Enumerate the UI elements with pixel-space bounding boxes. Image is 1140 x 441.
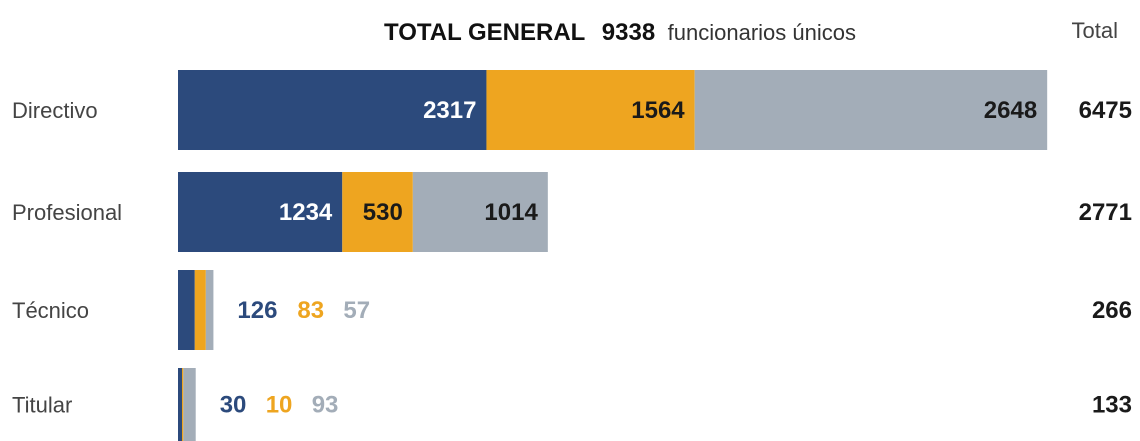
segment-value-label: 83	[297, 297, 324, 324]
bar-segment	[342, 172, 413, 252]
bar-segment	[412, 172, 548, 252]
title-prefix: TOTAL GENERAL	[384, 19, 585, 46]
bar-segment	[183, 368, 196, 441]
segment-value-label: 1564	[631, 97, 685, 124]
segment-value-label: 1014	[484, 199, 538, 226]
bars-group: Directivo 2317 1564 2648 6475 Profesional 1234…	[12, 70, 1132, 441]
bar-segment	[178, 70, 487, 150]
segment-value-label: 10	[266, 392, 293, 419]
segment-value-label: 530	[363, 199, 403, 226]
segment-value-label: 2648	[984, 97, 1037, 124]
segment-value-label: 2317	[423, 97, 476, 124]
bar-segment	[194, 270, 206, 350]
row-total-label: 6475	[1079, 97, 1132, 124]
category-label: Directivo	[12, 98, 98, 123]
row-total-label: 266	[1092, 297, 1132, 324]
segment-value-label: 93	[312, 392, 339, 419]
bar-segment	[178, 368, 182, 441]
segment-value-label: 30	[220, 392, 247, 419]
row-total-label: 133	[1092, 392, 1132, 419]
chart-title: TOTAL GENERAL 9338 funcionarios únicos	[384, 19, 856, 46]
title-suffix: funcionarios únicos	[668, 20, 856, 45]
bar-segment	[205, 270, 214, 350]
bar-segment	[486, 70, 695, 150]
row-total-label: 2771	[1079, 199, 1132, 226]
bar-segment	[178, 172, 343, 252]
title-total-count: 9338	[602, 19, 655, 46]
category-label: Profesional	[12, 200, 122, 225]
total-column-header: Total	[1072, 18, 1118, 43]
segment-value-label: 1234	[279, 199, 333, 226]
category-label: Técnico	[12, 298, 89, 323]
bar-segment	[178, 270, 195, 350]
segment-value-label: 57	[343, 297, 370, 324]
segment-value-label: 126	[237, 297, 277, 324]
bar-segment	[181, 368, 184, 441]
bar-segment	[694, 70, 1048, 150]
category-label: Titular	[12, 393, 72, 418]
